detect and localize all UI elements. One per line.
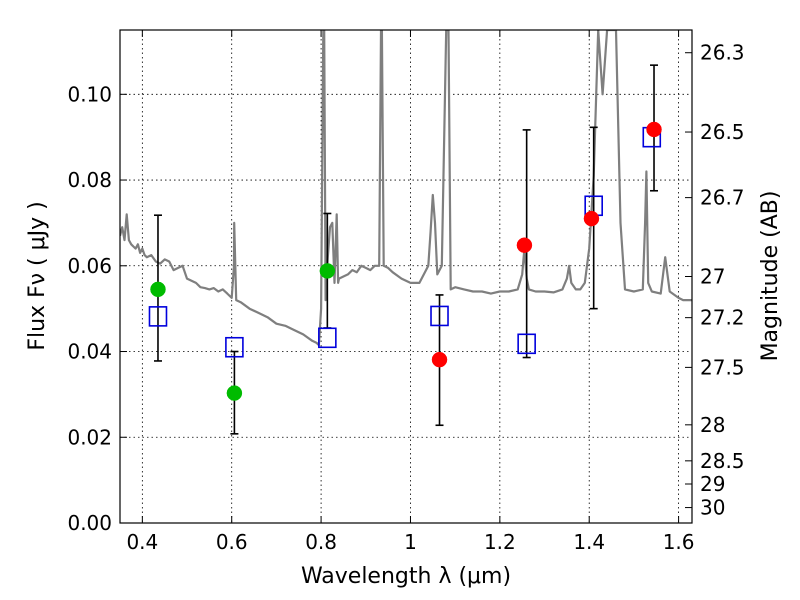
x-tick-label: 1	[404, 530, 417, 554]
y2-tick-label: 29	[700, 472, 725, 496]
optical-flux-point	[319, 263, 336, 279]
model-box-marker	[148, 306, 168, 327]
model-box-marker	[430, 305, 449, 327]
y2-tick-label: 30	[700, 496, 725, 520]
y-tick-label: 0.00	[67, 511, 112, 535]
y-tick-label: 0.10	[67, 82, 112, 106]
y-tick-label: 0.04	[67, 340, 112, 364]
nir-flux-point	[646, 121, 662, 138]
plot-area	[120, 30, 692, 435]
y2-tick-label: 26.3	[700, 41, 745, 65]
x-tick-label: 1.4	[573, 530, 605, 554]
nir-flux-point	[516, 237, 533, 253]
model-box-marker	[517, 333, 536, 355]
y2-axis-title: Magnitude (AB)	[758, 191, 783, 362]
x-tick-label: 0.6	[216, 530, 248, 554]
y2-tick-label: 28.5	[700, 449, 745, 473]
x-tick-label: 1.6	[663, 530, 695, 554]
y2-tick-label: 27	[700, 265, 725, 289]
plot-frame	[119, 29, 693, 524]
model-spectrum-line	[120, 30, 692, 347]
y2-tick-label: 27.5	[700, 355, 745, 379]
nir-flux-point	[583, 210, 600, 227]
axis-ticks: 0.4 0.6 0.8 1 1.2 1.4 1.6 0.00 0.02 0.04 0.06 0.08 0…	[67, 30, 745, 554]
optical-flux-point	[150, 281, 166, 298]
x-axis-title: Wavelength λ (μm)	[301, 564, 511, 589]
x-tick-label: 0.8	[305, 530, 337, 554]
y2-tick-label: 26.5	[700, 120, 745, 144]
y2-tick-label: 26.7	[700, 186, 745, 210]
x-tick-label: 1.2	[484, 530, 516, 554]
y2-tick-label: 28	[700, 413, 725, 437]
model-box-marker	[225, 336, 244, 358]
y-tick-label: 0.06	[67, 254, 112, 278]
gridlines	[120, 30, 692, 524]
y-axis-title: Flux Fν ( μJy )	[25, 201, 50, 350]
y-tick-label: 0.08	[67, 168, 112, 192]
y2-tick-label: 27.2	[700, 306, 745, 330]
nir-flux-point	[431, 351, 448, 368]
optical-flux-point	[226, 385, 243, 401]
model-box-marker	[318, 327, 337, 349]
y-tick-label: 0.02	[67, 425, 112, 449]
x-tick-label: 0.4	[126, 530, 158, 554]
